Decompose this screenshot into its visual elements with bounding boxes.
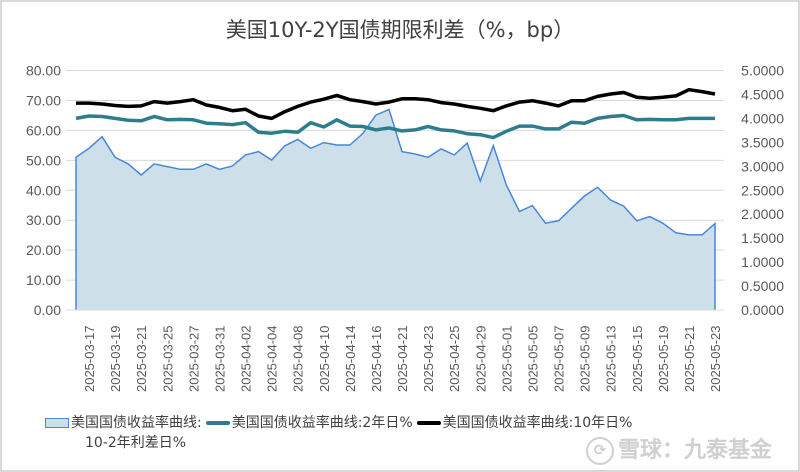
x-tick-label: 2025-05-19 bbox=[656, 326, 671, 393]
x-tick-label: 2025-04-16 bbox=[369, 326, 384, 393]
x-tick-label: 2025-05-13 bbox=[604, 326, 619, 393]
watermark: ⟳ 雪球：九泰基金 bbox=[585, 432, 772, 465]
x-tick-label: 2025-05-23 bbox=[708, 326, 723, 393]
y-right-tick-label: 1.5000 bbox=[741, 230, 784, 246]
yield-2y-line bbox=[75, 113, 715, 140]
y-right-tick-label: 3.5000 bbox=[741, 134, 784, 150]
y-left-tick-label: 80.00 bbox=[26, 63, 61, 79]
legend: 美国国债收益率曲线: 美国国债收益率曲线:2年日% 美国国债收益率曲线:10年日% … bbox=[45, 413, 765, 453]
legend-label-2y: 美国国债收益率曲线:2年日% bbox=[231, 415, 413, 431]
x-tick-label: 2025-04-02 bbox=[239, 326, 254, 393]
x-tick-label: 2025-03-25 bbox=[160, 326, 175, 393]
y-right-tick-label: 3.0000 bbox=[741, 158, 784, 174]
x-tick-label: 2025-04-25 bbox=[447, 325, 462, 392]
legend-item-spread: 美国国债收益率曲线: bbox=[45, 413, 202, 433]
y-right-tick-label: 2.5000 bbox=[741, 182, 784, 198]
y-right-tick-label: 4.5000 bbox=[741, 86, 784, 102]
x-tick-label: 2025-03-17 bbox=[82, 326, 97, 393]
x-tick-label: 2025-04-04 bbox=[265, 326, 280, 393]
x-tick-label: 2025-04-10 bbox=[317, 326, 332, 393]
legend-item-2y: 美国国债收益率曲线:2年日% bbox=[205, 413, 413, 433]
y-left-tick-label: 70.00 bbox=[26, 92, 61, 108]
x-tick-label: 2025-04-23 bbox=[421, 326, 436, 393]
legend-swatch-2y bbox=[205, 421, 230, 425]
x-tick-label: 2025-04-08 bbox=[291, 326, 306, 393]
y-right-tick-label: 2.0000 bbox=[741, 206, 784, 222]
legend-label-spread-cont: 10-2年利差日% bbox=[85, 435, 187, 451]
x-tick-label: 2025-05-09 bbox=[578, 326, 593, 393]
legend-label-10y: 美国国债收益率曲线:10年日% bbox=[442, 415, 633, 431]
x-tick-label: 2025-03-21 bbox=[134, 326, 149, 393]
x-tick-label: 2025-03-19 bbox=[108, 326, 123, 393]
y-right-tick-label: 4.0000 bbox=[741, 110, 784, 126]
y-left-tick-label: 40.00 bbox=[26, 182, 61, 198]
y-right-tick-label: 0.0000 bbox=[741, 302, 784, 318]
y-right-tick-label: 1.0000 bbox=[741, 254, 784, 270]
x-tick-label: 2025-05-01 bbox=[499, 326, 514, 393]
legend-label-spread: 美国国债收益率曲线: bbox=[71, 415, 202, 431]
x-tick-label: 2025-04-21 bbox=[395, 326, 410, 393]
y-left-tick-label: 0.00 bbox=[34, 302, 61, 318]
x-tick-label: 2025-05-05 bbox=[525, 326, 540, 393]
y-right-tick-label: 5.0000 bbox=[741, 63, 784, 79]
legend-swatch-10y bbox=[416, 421, 441, 425]
x-tick-label: 2025-05-07 bbox=[552, 326, 567, 393]
y-left-tick-label: 60.00 bbox=[26, 122, 61, 138]
y-left-tick-label: 50.00 bbox=[26, 152, 61, 168]
x-tick-label: 2025-05-15 bbox=[630, 326, 645, 393]
y-left-tick-label: 30.00 bbox=[26, 212, 61, 228]
y-right-tick-label: 0.5000 bbox=[741, 278, 784, 294]
watermark-text: 雪球：九泰基金 bbox=[617, 438, 772, 463]
x-tick-label: 2025-04-29 bbox=[473, 326, 488, 393]
legend-swatch-area bbox=[45, 418, 69, 428]
legend-item-10y: 美国国债收益率曲线:10年日% bbox=[416, 413, 633, 433]
y-left-tick-label: 10.00 bbox=[26, 272, 61, 288]
chart-title: 美国10Y-2Y国债期限利差（%，bp） bbox=[225, 18, 575, 42]
y-left-tick-label: 20.00 bbox=[26, 242, 61, 258]
snowball-logo-icon: ⟳ bbox=[585, 437, 614, 465]
x-tick-label: 2025-05-21 bbox=[682, 326, 697, 393]
yield-10y-line bbox=[76, 87, 716, 121]
spread-area bbox=[76, 109, 715, 311]
x-tick-label: 2025-03-31 bbox=[212, 326, 227, 393]
x-tick-label: 2025-03-27 bbox=[186, 326, 201, 393]
x-tick-label: 2025-04-14 bbox=[343, 326, 358, 393]
